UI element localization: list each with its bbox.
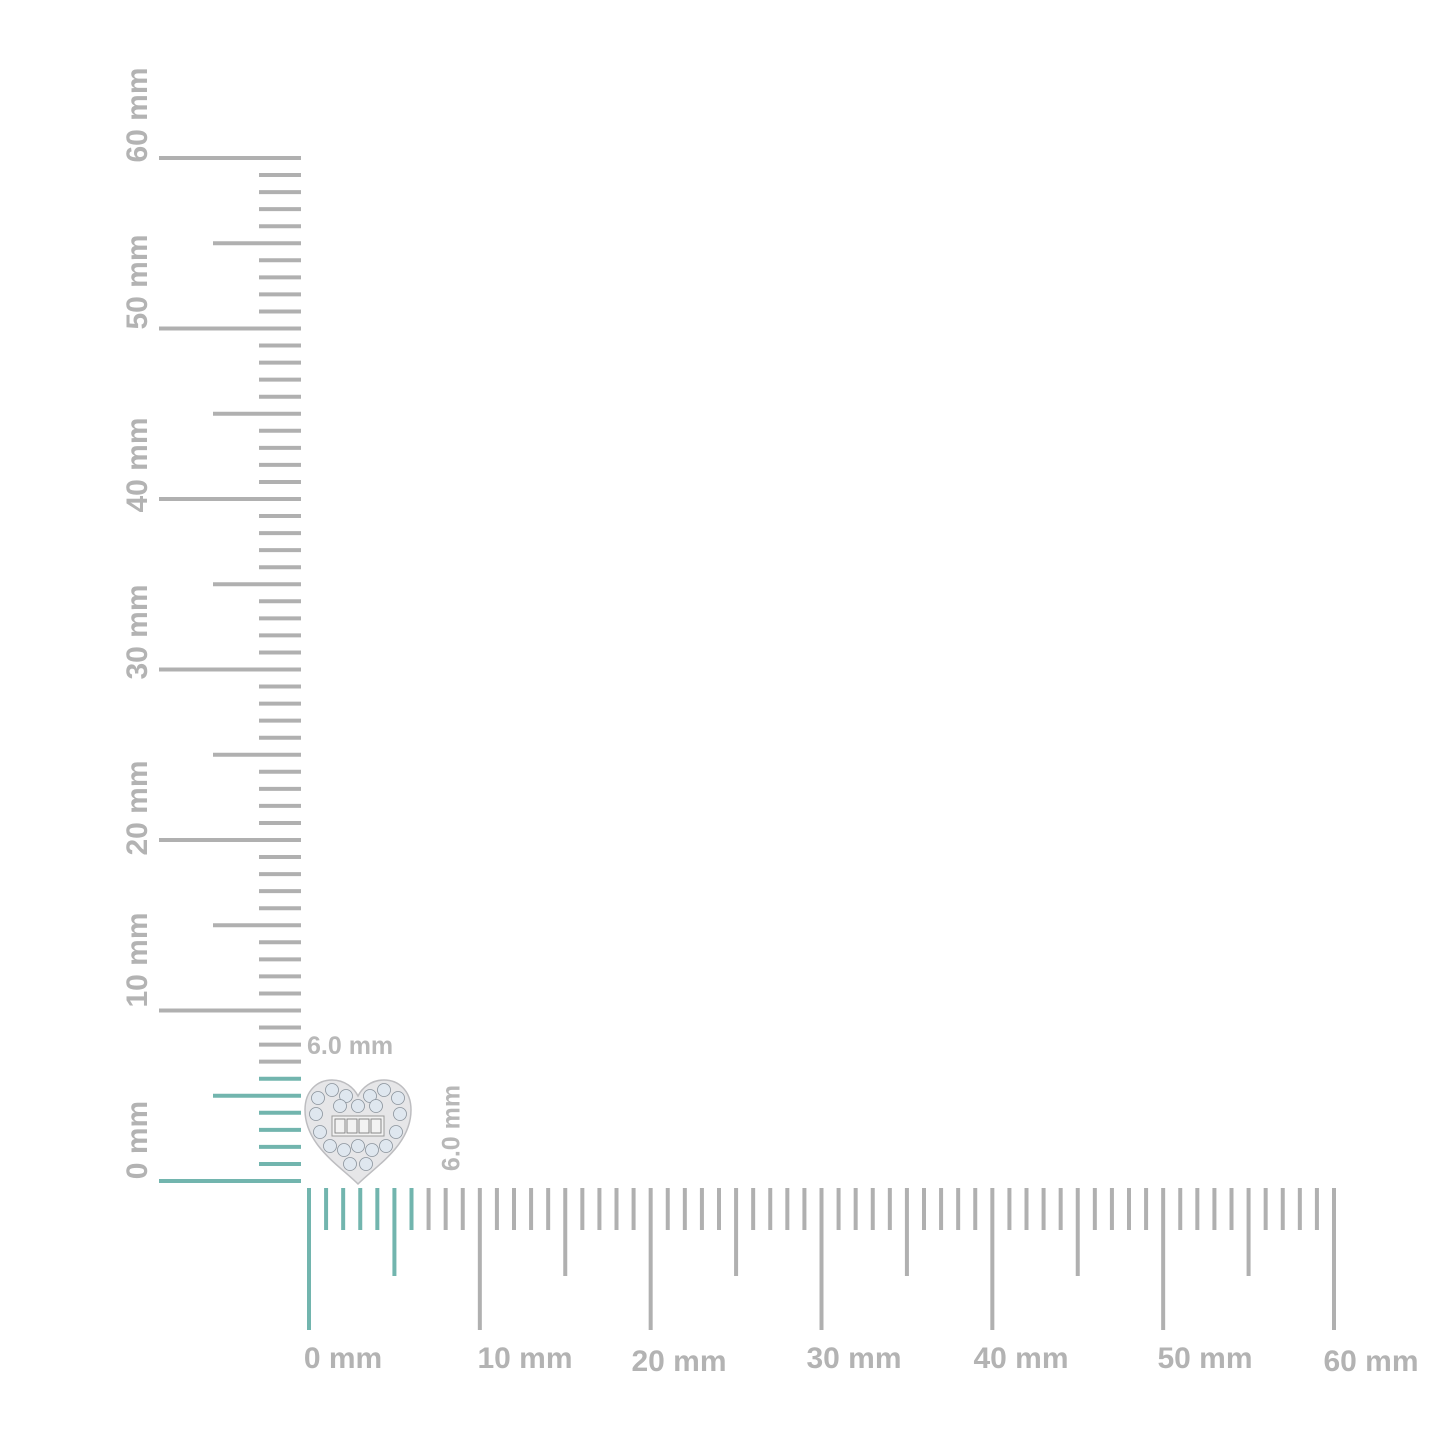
- diamond-stone: [325, 1083, 339, 1097]
- diamond-stone: [363, 1089, 377, 1103]
- diamond-stone: [351, 1099, 365, 1113]
- v-ruler-label-50: 50 mm: [121, 234, 154, 330]
- diamond-stone: [313, 1125, 327, 1139]
- h-ruler-label-60: 60 mm: [1323, 1345, 1419, 1378]
- diamond-stone: [389, 1125, 403, 1139]
- v-ruler-label-0: 0 mm: [121, 1100, 154, 1180]
- h-ruler-label-10: 10 mm: [477, 1342, 573, 1375]
- diamond-stone: [365, 1143, 379, 1157]
- diamond-stone: [377, 1083, 391, 1097]
- diamond-stone: [359, 1157, 373, 1171]
- diamond-stone: [391, 1091, 405, 1105]
- v-ruler-label-30: 30 mm: [121, 584, 154, 680]
- diamond-stone: [323, 1139, 337, 1153]
- diamond-stone: [309, 1107, 323, 1121]
- h-ruler-label-40: 40 mm: [973, 1342, 1069, 1375]
- h-ruler-label-0: 0 mm: [303, 1342, 383, 1375]
- heart-icon: [304, 1079, 412, 1186]
- v-ruler-label-10: 10 mm: [121, 912, 154, 1008]
- diamond-stone: [343, 1157, 357, 1171]
- height-dimension-label: 6.0 mm: [437, 1084, 466, 1172]
- h-ruler-label-20: 20 mm: [631, 1345, 727, 1378]
- v-ruler-label-40: 40 mm: [121, 417, 154, 513]
- v-ruler-label-60: 60 mm: [121, 67, 154, 163]
- diamond-stone: [369, 1099, 383, 1113]
- diamond-stone: [333, 1099, 347, 1113]
- diamond-stone: [337, 1143, 351, 1157]
- h-ruler-label-50: 50 mm: [1157, 1342, 1253, 1375]
- h-ruler-label-30: 30 mm: [806, 1342, 902, 1375]
- v-ruler-label-20: 20 mm: [121, 760, 154, 856]
- diamond-stone: [339, 1089, 353, 1103]
- diamond-stone: [393, 1107, 407, 1121]
- diamond-stone: [379, 1139, 393, 1153]
- diamond-stone: [311, 1091, 325, 1105]
- diamond-stone: [351, 1139, 365, 1153]
- width-dimension-label: 6.0 mm: [307, 1032, 394, 1060]
